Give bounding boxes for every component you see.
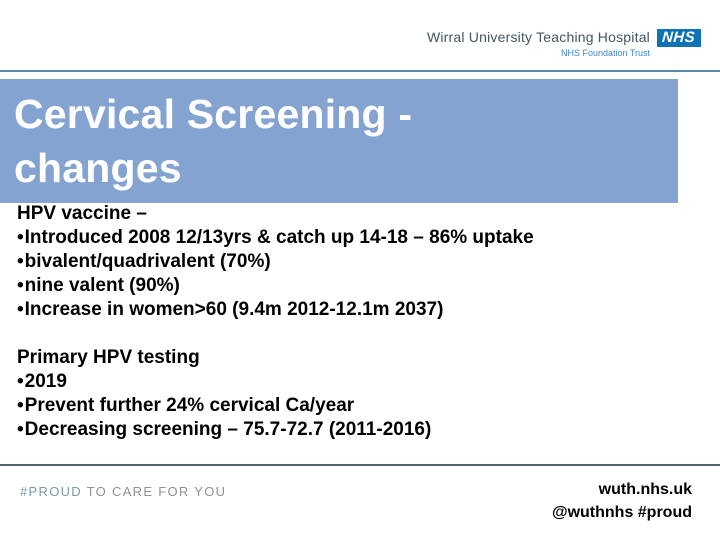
bullet-icon: • — [17, 395, 24, 416]
bullet-text: bivalent/quadrivalent (70%) — [24, 251, 271, 272]
nhs-logo: NHS — [657, 29, 701, 47]
bullet-item: •Decreasing screening – 75.7-72.7 (2011-… — [17, 418, 677, 442]
section-hpv-vaccine: HPV vaccine – •Introduced 2008 12/13yrs … — [17, 202, 677, 322]
footer-hashtag: #PROUD — [20, 484, 82, 499]
hospital-logo: Wirral University Teaching Hospital NHS … — [427, 29, 701, 59]
org-name: Wirral University Teaching Hospital — [426, 29, 650, 45]
bullet-item: •Increase in women>60 (9.4m 2012-12.1m 2… — [17, 298, 677, 322]
footer-contact: wuth.nhs.uk @wuthnhs #proud — [552, 478, 692, 524]
header-divider — [0, 70, 720, 72]
nhs-logo-text: NHS — [661, 29, 697, 46]
section-primary-hpv-testing: Primary HPV testing •2019 •Prevent furth… — [17, 346, 677, 442]
slide-title-banner: Cervical Screening - changes — [0, 79, 678, 203]
bullet-text: nine valent (90%) — [24, 275, 180, 296]
hospital-logo-text: Wirral University Teaching Hospital NHS … — [427, 29, 650, 59]
slide-title: Cervical Screening - changes — [14, 87, 678, 195]
footer-tagline: TO CARE FOR YOU — [86, 484, 227, 499]
footer-website: wuth.nhs.uk — [598, 481, 692, 498]
bullet-icon: • — [17, 299, 24, 320]
bullet-item: •Prevent further 24% cervical Ca/year — [17, 394, 677, 418]
slide-title-line1: Cervical Screening - — [14, 91, 413, 137]
footer-divider — [0, 464, 720, 466]
bullet-icon: • — [17, 371, 24, 392]
bullet-text: Introduced 2008 12/13yrs & catch up 14-1… — [24, 227, 534, 248]
section-heading: HPV vaccine – — [17, 203, 147, 224]
bullet-item: •2019 — [17, 370, 677, 394]
bullet-icon: • — [17, 251, 24, 272]
org-subtitle: NHS Foundation Trust — [560, 48, 650, 58]
bullet-text: 2019 — [24, 371, 67, 392]
slide-title-line2: changes — [14, 145, 182, 191]
section-heading: Primary HPV testing — [17, 347, 200, 368]
bullet-icon: • — [17, 419, 24, 440]
bullet-text: Decreasing screening – 75.7-72.7 (2011-2… — [24, 419, 432, 440]
slide-body: HPV vaccine – •Introduced 2008 12/13yrs … — [17, 202, 677, 442]
bullet-icon: • — [17, 275, 24, 296]
bullet-text: Increase in women>60 (9.4m 2012-12.1m 20… — [24, 299, 444, 320]
footer-motto: #PROUD TO CARE FOR YOU — [20, 484, 226, 499]
bullet-icon: • — [17, 227, 24, 248]
bullet-item: •Introduced 2008 12/13yrs & catch up 14-… — [17, 226, 677, 250]
bullet-item: •nine valent (90%) — [17, 274, 677, 298]
footer-social: @wuthnhs #proud — [551, 504, 692, 521]
bullet-text: Prevent further 24% cervical Ca/year — [24, 395, 355, 416]
bullet-item: •bivalent/quadrivalent (70%) — [17, 250, 677, 274]
